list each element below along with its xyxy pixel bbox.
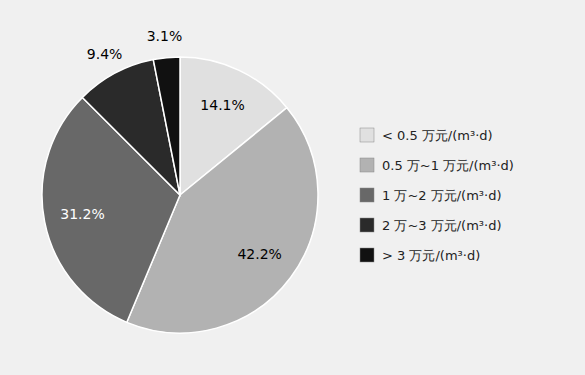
data-labels: 14.1% 42.2% 31.2% 9.4% 3.1% bbox=[60, 28, 282, 263]
legend-label: 0.5 万~1 万元/(m³·d) bbox=[382, 158, 514, 173]
legend-swatch bbox=[360, 158, 374, 172]
legend-swatch bbox=[360, 248, 374, 262]
slices bbox=[42, 57, 318, 333]
legend-label: 2 万~3 万元/(m³·d) bbox=[382, 218, 501, 233]
data-label: 14.1% bbox=[200, 97, 244, 113]
legend-swatch bbox=[360, 128, 374, 142]
chart: 14.1% 42.2% 31.2% 9.4% 3.1% < 0.5 万元/(m³·d) 0.… bbox=[0, 0, 585, 375]
data-label: 31.2% bbox=[60, 206, 104, 222]
data-label: 9.4% bbox=[87, 46, 123, 62]
legend: < 0.5 万元/(m³·d) 0.5 万~1 万元/(m³·d) 1 万~2 万元… bbox=[360, 128, 514, 263]
legend-swatch bbox=[360, 188, 374, 202]
data-label: 3.1% bbox=[147, 28, 183, 44]
background bbox=[0, 0, 585, 375]
chart-container: 14.1% 42.2% 31.2% 9.4% 3.1% < 0.5 万元/(m³·d) 0.… bbox=[0, 0, 585, 375]
legend-label: < 0.5 万元/(m³·d) bbox=[382, 128, 493, 143]
data-label: 42.2% bbox=[237, 246, 281, 262]
legend-label: > 3 万元/(m³·d) bbox=[382, 248, 480, 263]
legend-label: 1 万~2 万元/(m³·d) bbox=[382, 188, 501, 203]
slice bbox=[153, 57, 180, 195]
legend-swatch bbox=[360, 218, 374, 232]
